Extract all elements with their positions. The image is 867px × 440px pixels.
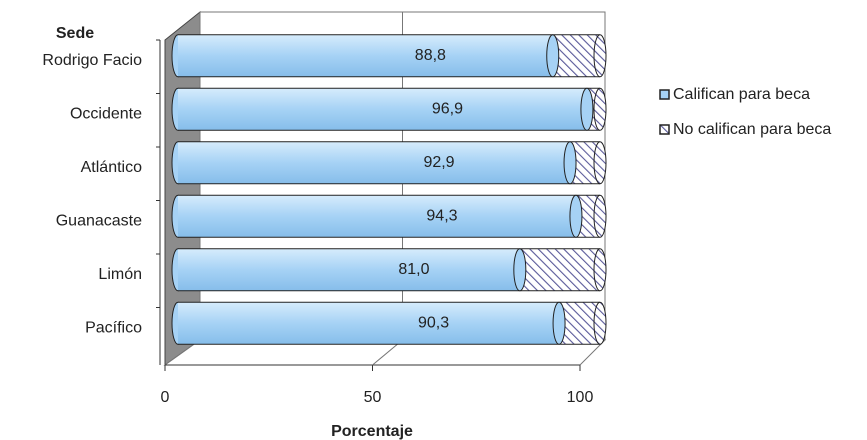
bar-cap [593, 248, 607, 292]
bar [519, 248, 600, 291]
bar-cap [593, 301, 607, 345]
bar [559, 302, 600, 345]
y-tick-label: Occidente [70, 105, 142, 122]
bar [178, 88, 587, 131]
bar-cap [546, 34, 560, 78]
y-tick-label: Guanacaste [56, 212, 142, 229]
bar-cap [593, 194, 607, 238]
bar [178, 248, 520, 291]
y-axis-title: Sede [56, 25, 94, 42]
bar-cap [552, 301, 566, 345]
bar-cap [569, 194, 583, 238]
bar-cap [563, 141, 577, 185]
bar [178, 195, 576, 238]
value-label: 96,9 [432, 100, 463, 117]
x-axis-title: Porcentaje [331, 423, 413, 440]
value-label: 92,9 [423, 154, 454, 171]
y-tick-label: Rodrigo Facio [42, 52, 142, 69]
bar-cap [580, 87, 594, 131]
bar [178, 302, 560, 345]
value-label: 88,8 [415, 47, 446, 64]
bar-cap [513, 248, 527, 292]
legend-swatch [659, 124, 670, 135]
value-label: 94,3 [426, 207, 457, 224]
bar-cap [593, 34, 607, 78]
legend-label: No califican para beca [673, 121, 831, 138]
bar [178, 34, 553, 77]
x-tick-label: 100 [567, 389, 594, 406]
x-tick-label: 0 [161, 389, 170, 406]
legend-label: Califican para beca [673, 86, 810, 103]
bar-cap [593, 87, 607, 131]
bar-cap [593, 141, 607, 185]
legend-swatch [659, 89, 670, 100]
value-label: 90,3 [418, 314, 449, 331]
bar [178, 141, 571, 184]
y-tick-label: Atlántico [81, 159, 142, 176]
y-tick-label: Pacífico [85, 319, 142, 336]
bar [552, 34, 600, 77]
x-tick-label: 50 [364, 389, 382, 406]
value-label: 81,0 [398, 261, 429, 278]
y-tick-label: Limón [98, 266, 142, 283]
